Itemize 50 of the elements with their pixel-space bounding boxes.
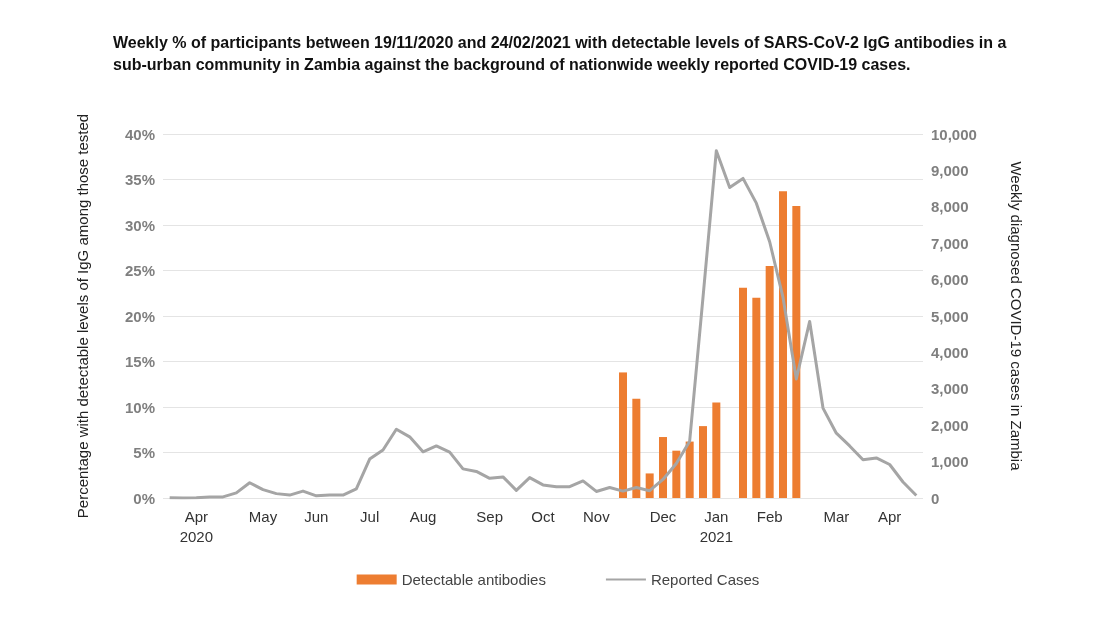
x-tick-label: Jun <box>304 507 329 525</box>
line-series <box>168 149 918 500</box>
x-tick-label: Jul <box>360 507 380 525</box>
y2-tick-label: 8,000 <box>931 198 969 216</box>
y2-tick-label: 3,000 <box>931 380 969 398</box>
x-tick-label: Nov <box>582 507 611 525</box>
y-tick-label: 40% <box>124 125 155 143</box>
y2-tick-label: 6,000 <box>931 271 969 289</box>
y-tick-label: 10% <box>124 398 155 416</box>
y2-axis-title: Weekly diagnosed COVID-19 cases in Zambia <box>1007 161 1025 472</box>
y-tick-label: 30% <box>124 216 155 234</box>
bar <box>765 265 774 498</box>
legend-label: Reported Cases <box>650 571 760 588</box>
y-tick-label: 5% <box>133 444 155 461</box>
x-tick-label: Feb <box>756 507 783 525</box>
y-tick-label: 35% <box>124 171 155 188</box>
x-tick-label: Oct <box>531 507 556 525</box>
bar <box>659 437 667 498</box>
y2-tick-label: 2,000 <box>931 416 969 434</box>
y2-tick-label: 9,000 <box>931 161 969 179</box>
y2-tick-label: 7,000 <box>931 234 969 252</box>
y-tick-label: 0% <box>133 489 155 507</box>
y-tick-label: 15% <box>124 353 155 370</box>
bar <box>632 398 641 498</box>
y2-tick-label: 1,000 <box>931 453 969 471</box>
y-axis-title: Percentage with detectable levels of IgG among those tested <box>73 113 91 519</box>
y-tick-label: 25% <box>124 262 155 279</box>
x-tick-label: Aug <box>409 507 437 525</box>
y-tick-label: 20% <box>124 307 155 325</box>
bar <box>712 402 721 498</box>
bar <box>779 191 787 498</box>
bar <box>619 372 627 498</box>
legend-label: Detectable antibodies <box>401 571 546 588</box>
bar <box>752 297 761 498</box>
bar <box>792 205 801 498</box>
y2-tick-label: 10,000 <box>931 125 977 143</box>
x-tick-label: Dec <box>649 507 677 525</box>
y2-tick-label: 5,000 <box>931 307 969 325</box>
bar <box>739 287 747 498</box>
y2-tick-label: 4,000 <box>931 343 969 361</box>
x-tick-label: Mar <box>823 507 850 525</box>
x-tick-label: Apr <box>877 507 902 525</box>
x-tick-label: Jan 2021 <box>699 507 734 545</box>
x-tick-label: Sep <box>476 507 504 525</box>
chart-title: Weekly % of participants between 19/11/2020 and 24/02/2021 with detectable levels of SARS-CoV-2 IgG antibodies in a sub-urban community in Zambia against the background of nationwide weekly reported COVID-19 cases. <box>113 33 1011 73</box>
bar <box>685 441 694 498</box>
y2-tick-label: 0 <box>931 489 940 507</box>
x-tick-label: Apr 2020 <box>179 507 214 545</box>
x-tick-label: May <box>248 507 278 525</box>
bar <box>699 426 707 498</box>
